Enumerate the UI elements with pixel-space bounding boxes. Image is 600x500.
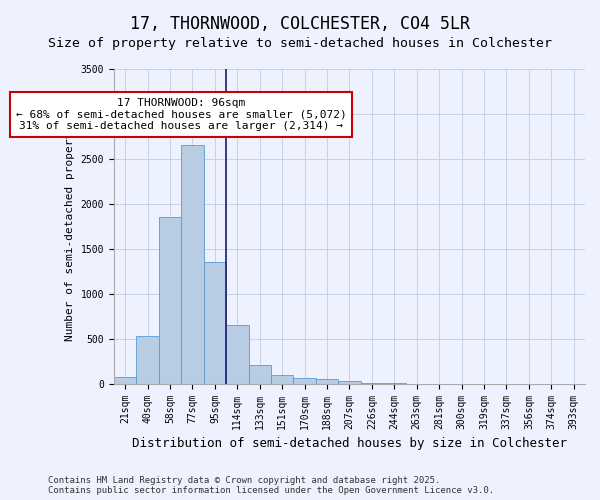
Text: Size of property relative to semi-detached houses in Colchester: Size of property relative to semi-detach…: [48, 38, 552, 51]
Bar: [226, 326, 248, 384]
Bar: [114, 377, 136, 384]
Bar: [159, 218, 181, 384]
Bar: [136, 336, 159, 384]
Bar: [293, 378, 316, 384]
Text: 17, THORNWOOD, COLCHESTER, CO4 5LR: 17, THORNWOOD, COLCHESTER, CO4 5LR: [130, 15, 470, 33]
Bar: [248, 365, 271, 384]
X-axis label: Distribution of semi-detached houses by size in Colchester: Distribution of semi-detached houses by …: [132, 437, 567, 450]
Bar: [181, 146, 203, 384]
Bar: [271, 374, 293, 384]
Bar: [361, 383, 383, 384]
Bar: [316, 379, 338, 384]
Bar: [203, 262, 226, 384]
Bar: [338, 382, 361, 384]
Text: 17 THORNWOOD: 96sqm
← 68% of semi-detached houses are smaller (5,072)
31% of sem: 17 THORNWOOD: 96sqm ← 68% of semi-detach…: [16, 98, 347, 131]
Text: Contains HM Land Registry data © Crown copyright and database right 2025.
Contai: Contains HM Land Registry data © Crown c…: [48, 476, 494, 495]
Y-axis label: Number of semi-detached properties: Number of semi-detached properties: [65, 112, 75, 341]
